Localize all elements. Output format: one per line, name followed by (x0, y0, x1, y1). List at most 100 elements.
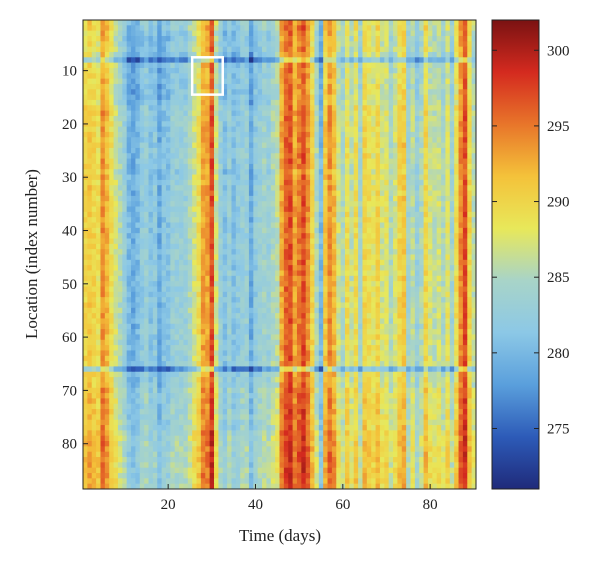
heat-cell (436, 222, 442, 229)
heat-cell (371, 115, 377, 122)
heat-cell (139, 233, 145, 240)
heat-cell (109, 179, 115, 186)
heat-cell (375, 126, 381, 133)
heat-cell (375, 222, 381, 229)
heat-cell (371, 233, 377, 240)
heat-cell (401, 99, 407, 106)
heat-cell (349, 105, 355, 112)
heat-cell (87, 62, 93, 69)
heat-cell (266, 83, 272, 90)
heat-cell (366, 190, 372, 197)
heat-cell (183, 142, 189, 149)
heat-cell (345, 185, 350, 192)
heat-cell (366, 137, 372, 144)
heat-cell (192, 206, 198, 213)
heat-cell (362, 137, 368, 144)
heat-cell (165, 110, 171, 117)
heat-cell (161, 83, 167, 90)
heat-cell (358, 131, 363, 138)
heat-cell (126, 20, 132, 26)
heat-cell (231, 89, 237, 96)
heat-cell (371, 57, 377, 64)
heat-cell (318, 286, 324, 293)
heat-cell (432, 254, 438, 261)
heat-cell (327, 41, 333, 48)
heat-cell (139, 105, 145, 112)
heat-cell (340, 206, 346, 213)
heat-cell (292, 142, 298, 149)
heat-cell (379, 307, 385, 314)
heat-cell (449, 291, 455, 298)
heat-cell (270, 46, 276, 53)
heat-cell (205, 121, 211, 128)
heat-cell (384, 179, 390, 186)
heat-cell (117, 185, 123, 192)
heat-cell (135, 179, 141, 186)
heat-cell (432, 185, 438, 192)
heat-cell (423, 302, 429, 309)
heat-cell (122, 227, 128, 234)
heat-cell (113, 254, 119, 261)
heat-cell (358, 41, 363, 48)
heat-cell (353, 206, 359, 213)
heat-cell (227, 83, 232, 90)
heat-cell (318, 195, 324, 202)
heat-cell (139, 179, 145, 186)
heat-cell (227, 222, 232, 229)
heat-cell (152, 174, 158, 181)
heat-cell (126, 243, 132, 250)
heat-cell (454, 227, 460, 234)
heat-cell (253, 227, 259, 234)
heat-cell (296, 307, 302, 314)
heat-cell (179, 169, 184, 176)
heat-cell (165, 243, 171, 250)
heat-cell (144, 281, 149, 287)
heat-cell (406, 51, 411, 58)
heat-cell (157, 57, 163, 64)
heat-cell (131, 46, 136, 53)
heat-cell (113, 67, 119, 74)
heat-cell (152, 20, 158, 26)
heat-cell (218, 302, 224, 309)
heat-cell (414, 41, 420, 48)
heat-cell (113, 313, 119, 319)
heat-cell (279, 259, 285, 266)
heat-cell (358, 291, 363, 298)
heat-cell (371, 243, 377, 250)
heat-cell (436, 195, 442, 202)
heat-cell (331, 307, 337, 314)
heat-cell (131, 195, 136, 202)
heat-cell (157, 89, 163, 96)
heat-cell (393, 158, 398, 165)
heat-cell (410, 137, 416, 144)
heat-cell (209, 67, 215, 74)
heat-cell (183, 211, 189, 218)
heat-cell (139, 259, 145, 266)
heat-cell (401, 20, 407, 26)
heat-cell (318, 227, 324, 234)
heat-cell (314, 233, 320, 240)
heat-cell (126, 291, 132, 298)
heat-cell (240, 20, 246, 26)
heat-cell (179, 313, 184, 319)
heat-cell (375, 57, 381, 64)
heat-cell (170, 83, 176, 90)
heat-cell (445, 46, 451, 53)
heat-cell (96, 158, 101, 165)
heat-cell (445, 137, 451, 144)
heat-cell (314, 110, 320, 117)
heat-cell (100, 137, 106, 144)
heat-cell (393, 30, 398, 37)
heat-cell (379, 270, 385, 277)
heat-cell (165, 153, 171, 160)
heat-cell (388, 20, 394, 26)
heat-cell (135, 211, 141, 218)
heat-cell (144, 147, 149, 154)
heat-cell (262, 110, 267, 117)
heat-cell (323, 195, 329, 202)
heat-cell (397, 137, 403, 144)
heat-cell (310, 41, 315, 48)
heat-cell (144, 94, 149, 101)
heat-cell (192, 158, 198, 165)
heat-cell (218, 185, 224, 192)
